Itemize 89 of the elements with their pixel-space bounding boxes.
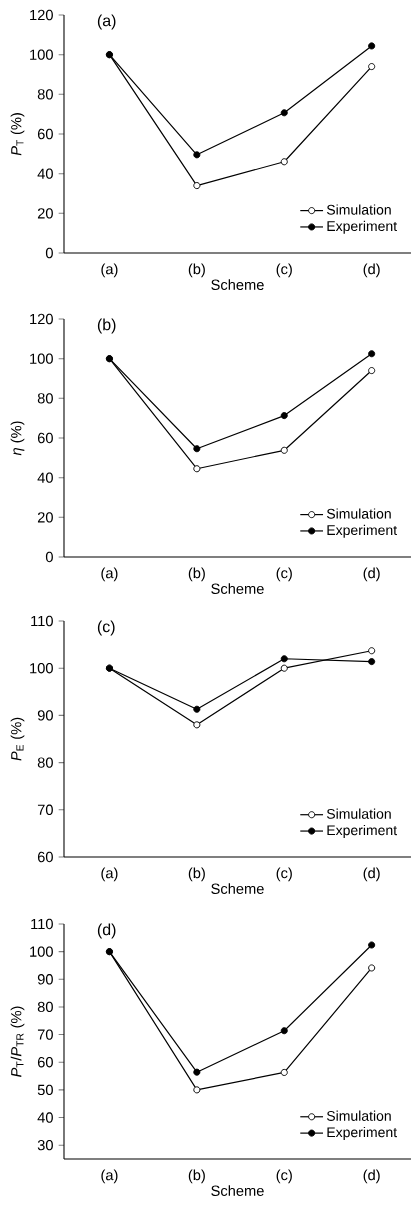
point xyxy=(280,446,288,454)
point xyxy=(193,465,201,473)
legend-label: Experiment xyxy=(327,824,397,838)
y-axis-title: P$_{T}$/P$_{TR}$ (%) xyxy=(10,1006,25,1077)
y-tick-label: 100 xyxy=(30,49,53,60)
legend-label: Simulation xyxy=(326,808,391,819)
y-tick-label: 90 xyxy=(37,710,53,721)
y-tick-label: 80 xyxy=(37,757,53,768)
y-tick-label: 100 xyxy=(30,663,53,674)
legend-label: Experiment xyxy=(327,1126,397,1140)
legend-label: Experiment xyxy=(327,220,397,234)
point xyxy=(368,658,376,666)
chart-title: (b) xyxy=(97,318,116,334)
y-tick-label: 60 xyxy=(37,1057,53,1068)
point xyxy=(280,1068,288,1076)
x-axis-title: Scheme xyxy=(211,583,264,594)
y-axis-title: P$_{E}$ (%) xyxy=(10,717,25,761)
x-tick-label: (c) xyxy=(276,263,292,278)
x-tick-label: (a) xyxy=(101,567,118,582)
chart-title: (c) xyxy=(97,620,115,636)
point xyxy=(280,664,288,672)
y-tick-label: 90 xyxy=(37,974,53,985)
x-tick-label: (c) xyxy=(276,1169,292,1184)
y-tick-label: 40 xyxy=(37,168,53,179)
point xyxy=(193,445,201,453)
point xyxy=(368,42,376,50)
point xyxy=(193,705,201,713)
point xyxy=(193,721,201,729)
y-tick-label: 0 xyxy=(45,247,53,259)
x-tick-label: (d) xyxy=(363,263,380,278)
point xyxy=(280,158,288,166)
y-tick-label: 20 xyxy=(37,512,53,523)
y-tick-label: 40 xyxy=(37,1112,53,1123)
legend-label: Simulation xyxy=(326,1110,391,1121)
y-tick-label: 60 xyxy=(37,432,53,444)
y-axis-title: η (%) xyxy=(10,421,25,456)
y-tick-label: 70 xyxy=(37,804,53,815)
legend-label: Simulation xyxy=(326,204,391,215)
y-tick-label: 70 xyxy=(37,1029,53,1040)
point xyxy=(280,412,288,420)
y-tick-label: 120 xyxy=(30,313,53,325)
x-tick-label: (c) xyxy=(276,867,292,882)
y-tick-label: 80 xyxy=(37,393,53,404)
y-tick-label: 80 xyxy=(37,89,53,100)
y-tick-label: 60 xyxy=(37,128,53,140)
y-tick-label: 50 xyxy=(37,1084,53,1096)
point xyxy=(368,367,376,375)
point xyxy=(368,63,376,71)
x-tick-label: (b) xyxy=(188,263,205,278)
point xyxy=(280,655,288,663)
y-tick-label: 30 xyxy=(37,1139,53,1151)
legend-label: Experiment xyxy=(327,524,397,538)
x-tick-label: (a) xyxy=(101,263,118,278)
point xyxy=(193,182,201,190)
y-tick-label: 120 xyxy=(30,9,53,21)
x-tick-label: (a) xyxy=(101,1169,118,1184)
point xyxy=(368,350,376,358)
x-tick-label: (b) xyxy=(188,567,205,582)
x-axis-title: Scheme xyxy=(211,1185,264,1196)
y-tick-label: 40 xyxy=(37,472,53,483)
y-tick-label: 110 xyxy=(31,918,53,930)
legend-label: Simulation xyxy=(326,508,391,519)
x-tick-label: (a) xyxy=(101,867,118,882)
y-tick-label: 110 xyxy=(31,615,53,627)
point xyxy=(193,1086,201,1094)
chart-title: (d) xyxy=(97,923,116,939)
y-tick-label: 60 xyxy=(37,851,53,863)
y-tick-label: 100 xyxy=(30,946,53,957)
point xyxy=(368,647,376,655)
x-axis-title: Scheme xyxy=(211,883,264,894)
point xyxy=(193,151,201,159)
point xyxy=(368,964,376,972)
x-tick-label: (d) xyxy=(363,567,380,582)
x-axis-title: Scheme xyxy=(211,279,264,290)
y-tick-label: 100 xyxy=(30,353,53,364)
y-tick-label: 80 xyxy=(37,1001,53,1013)
point xyxy=(280,1027,288,1035)
point xyxy=(193,1068,201,1076)
y-tick-label: 0 xyxy=(45,551,53,563)
x-tick-label: (d) xyxy=(363,867,380,882)
y-tick-label: 20 xyxy=(37,208,53,219)
x-tick-label: (d) xyxy=(363,1169,380,1184)
x-tick-label: (c) xyxy=(276,567,292,582)
chart-title: (a) xyxy=(97,14,116,30)
point xyxy=(368,941,376,949)
x-tick-label: (b) xyxy=(188,1169,205,1184)
y-axis-title: P$_{T}$ (%) xyxy=(10,113,25,156)
point xyxy=(280,109,288,117)
x-tick-label: (b) xyxy=(188,867,205,882)
